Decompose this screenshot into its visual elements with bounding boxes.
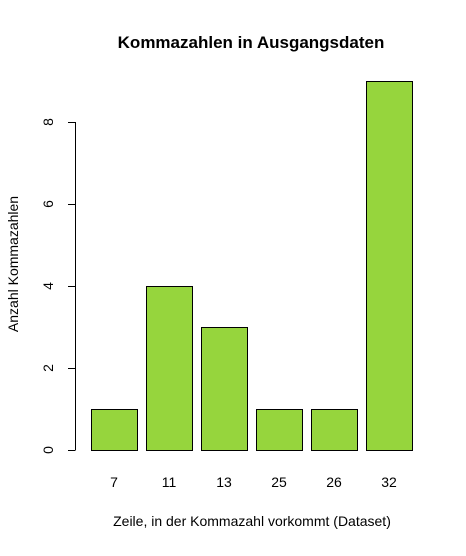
x-tick-label: 25	[271, 474, 287, 490]
y-axis: 0 2 4 6 8	[40, 118, 76, 454]
x-tick-label: 26	[326, 474, 342, 490]
y-tick-label: 0	[40, 446, 56, 454]
bar-series	[91, 81, 413, 451]
chart-title: Kommazahlen in Ausgangsdaten	[118, 33, 385, 52]
x-tick-label: 7	[110, 474, 118, 490]
y-tick-label: 6	[40, 200, 56, 208]
y-tick-label: 4	[40, 282, 56, 290]
y-tick-label: 2	[40, 364, 56, 372]
x-axis-tick-labels: 7 11 13 25 26 32	[110, 474, 397, 490]
x-tick-label: 13	[216, 474, 232, 490]
x-tick-label: 11	[162, 474, 177, 490]
bar-7	[91, 409, 138, 451]
bar-25	[256, 409, 303, 451]
x-axis-label: Zeile, in der Kommazahl vorkommt (Datase…	[113, 513, 391, 529]
bar-32	[366, 81, 413, 451]
y-axis-label: Anzahl Kommazahlen	[5, 196, 21, 332]
bar-26	[311, 409, 358, 451]
bar-13	[201, 327, 248, 451]
bar-11	[146, 286, 193, 451]
y-tick-label: 8	[40, 118, 56, 126]
x-tick-label: 32	[381, 474, 397, 490]
